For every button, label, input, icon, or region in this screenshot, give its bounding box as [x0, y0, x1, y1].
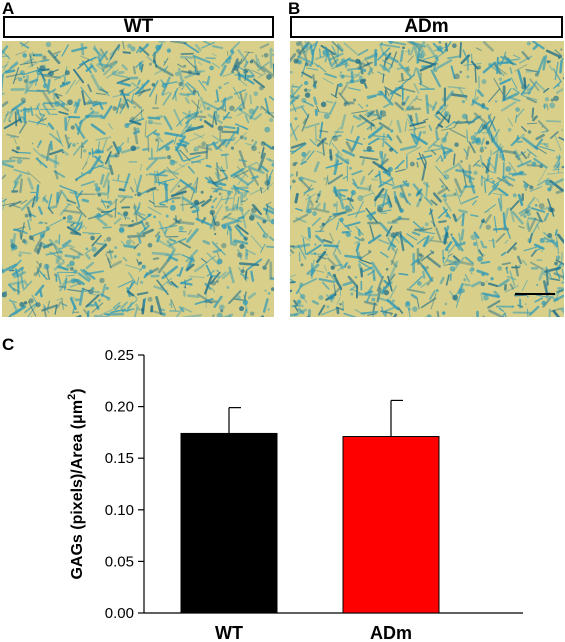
bar-wt: [180, 432, 278, 614]
scale-bar: [515, 293, 555, 295]
y-tick-label: 0.25: [105, 347, 134, 364]
y-tick-label: 0.10: [105, 502, 134, 519]
micrograph-adm: [290, 41, 564, 317]
panel-b-letter: B: [288, 0, 301, 18]
panel-a-letter: A: [2, 0, 15, 18]
y-axis-label: GAGs (pixels)/Area (μm2): [66, 388, 86, 579]
panel-b-label: ADm: [290, 16, 563, 38]
x-category-label: WT: [215, 623, 243, 642]
x-category-label: ADm: [370, 623, 412, 642]
bar-adm: [342, 436, 440, 614]
micrograph-wt: [2, 41, 274, 317]
panel-c-letter: C: [2, 335, 15, 354]
y-tick-label: 0.00: [105, 605, 134, 622]
y-tick-label: 0.20: [105, 399, 134, 416]
y-tick-label: 0.05: [105, 553, 134, 570]
y-tick-label: 0.15: [105, 450, 134, 467]
panel-a-label: WT: [3, 16, 274, 38]
bar-chart: 0.00 0.05 0.10 0.15 0.20 0.25 WT ADm GAGs (pixel…: [66, 347, 523, 642]
